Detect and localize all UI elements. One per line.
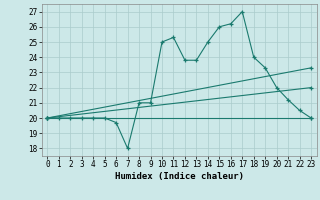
X-axis label: Humidex (Indice chaleur): Humidex (Indice chaleur) [115, 172, 244, 181]
